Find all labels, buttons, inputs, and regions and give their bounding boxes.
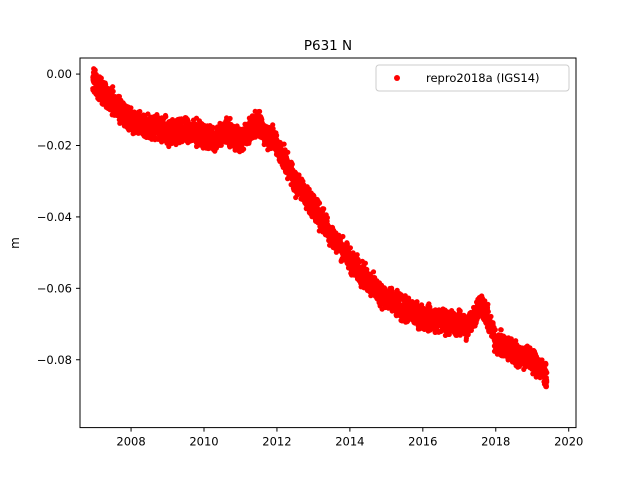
- data-point: [241, 146, 247, 152]
- data-point: [257, 108, 263, 115]
- data-point: [488, 313, 494, 320]
- y-axis-label: m: [8, 237, 22, 249]
- data-point: [347, 245, 353, 251]
- data-point: [485, 309, 491, 315]
- legend-box: [375, 64, 570, 92]
- plot-area-frame: [79, 57, 577, 429]
- data-point: [457, 308, 463, 314]
- data-point: [544, 379, 550, 385]
- data-point: [92, 67, 98, 73]
- x-tick-label: 2014: [335, 435, 364, 449]
- data-point: [364, 266, 370, 273]
- data-point: [498, 327, 504, 333]
- data-point: [296, 172, 302, 178]
- data-point: [218, 142, 224, 148]
- legend-label: repro2018a (IGS14): [426, 71, 540, 85]
- data-point: [340, 233, 346, 240]
- data-point: [543, 384, 550, 390]
- x-tick-label: 2010: [189, 435, 218, 449]
- data-point: [513, 338, 519, 344]
- data-point: [492, 327, 498, 333]
- data-point: [163, 114, 169, 120]
- data-point: [128, 105, 134, 111]
- y-tick-label: −0.08: [37, 353, 72, 367]
- x-tick-label: 2016: [408, 435, 437, 449]
- data-point: [446, 331, 452, 337]
- y-tick-label: −0.04: [37, 210, 72, 224]
- data-point: [110, 84, 116, 90]
- data-point: [370, 269, 377, 275]
- x-tick-label: 2008: [116, 435, 145, 449]
- data-point: [285, 149, 291, 155]
- data-point: [110, 88, 116, 94]
- data-point: [427, 304, 433, 310]
- data-point: [354, 252, 360, 258]
- x-tick-label: 2018: [481, 435, 510, 449]
- data-point: [324, 215, 330, 221]
- legend-marker: [394, 75, 400, 81]
- data-point: [103, 81, 109, 88]
- data-point: [362, 260, 368, 266]
- x-axis: 2008 2010 2012 2014 2016 2018 2020: [116, 427, 583, 449]
- data-point: [389, 288, 395, 294]
- x-tick-label: 2012: [262, 435, 291, 449]
- y-tick-label: 0.00: [46, 67, 72, 81]
- data-point: [270, 122, 276, 128]
- data-point: [543, 361, 549, 367]
- data-point: [316, 200, 323, 206]
- x-tick-label: 2020: [554, 435, 583, 449]
- y-tick-label: −0.02: [37, 138, 72, 152]
- data-point: [321, 206, 327, 212]
- y-axis: 0.00 −0.02 −0.04 −0.06 −0.08: [37, 67, 80, 367]
- data-point: [137, 108, 143, 115]
- data-point: [414, 299, 420, 305]
- data-point: [544, 370, 550, 376]
- data-point: [274, 132, 280, 138]
- data-point: [289, 161, 295, 167]
- legend: repro2018a (IGS14): [375, 64, 570, 92]
- y-tick-label: −0.06: [37, 281, 72, 295]
- data-point: [98, 75, 104, 81]
- chart-title: P631 N: [304, 38, 352, 54]
- scatter-points: [90, 66, 550, 390]
- data-point: [485, 301, 491, 307]
- data-point: [227, 115, 233, 122]
- data-point: [281, 141, 287, 147]
- data-point: [482, 298, 488, 304]
